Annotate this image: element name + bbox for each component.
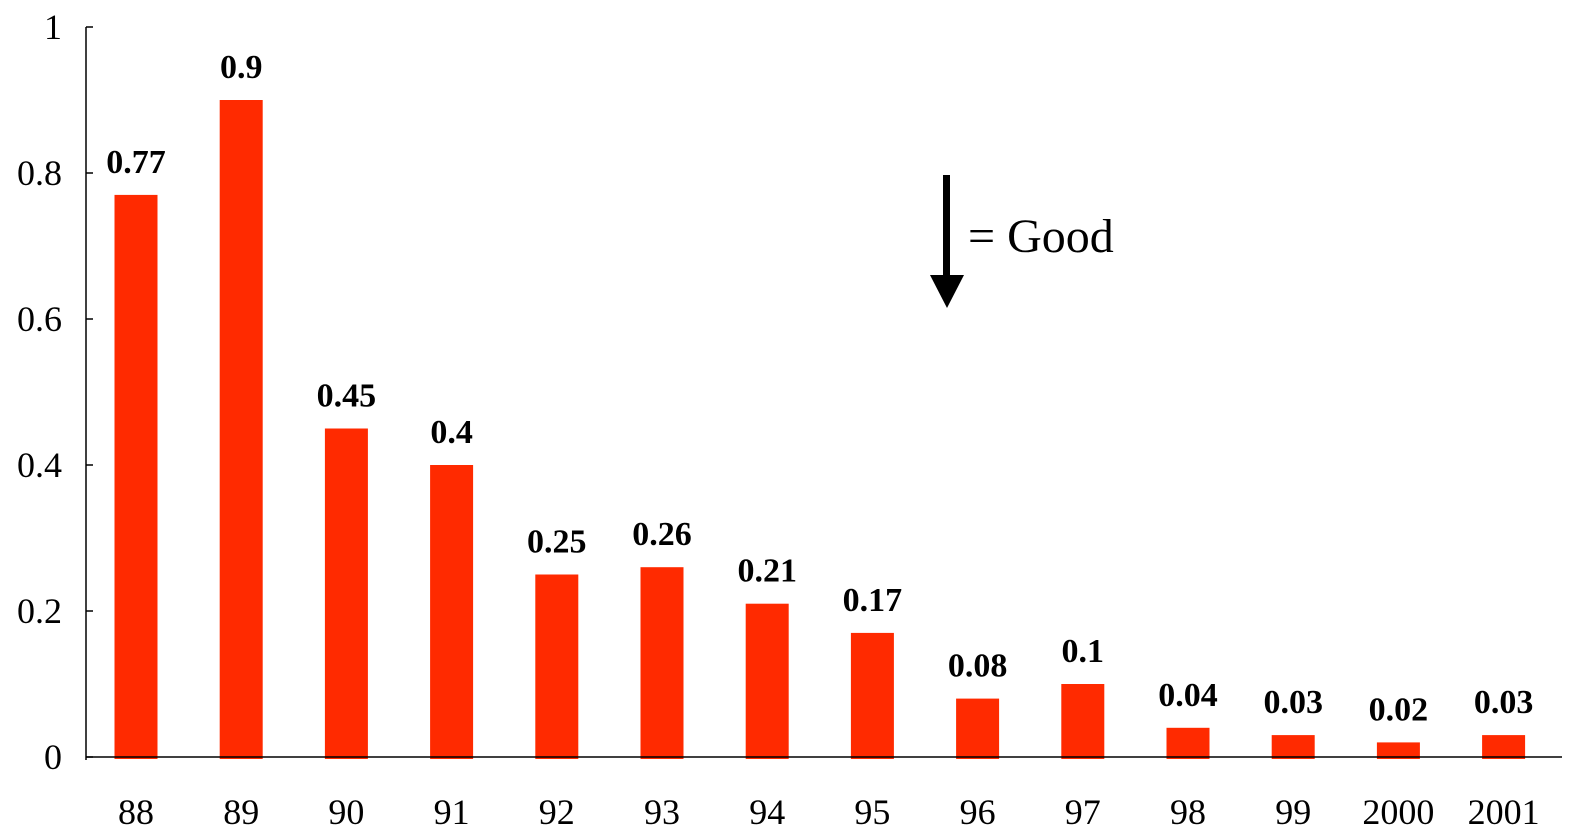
bar: [430, 465, 474, 759]
bar: [1376, 742, 1420, 759]
data-label: 0.77: [106, 144, 166, 181]
bars: [114, 100, 1526, 759]
good-annotation: = Good: [930, 175, 1114, 308]
data-label: 0.1: [1062, 633, 1105, 670]
y-axis: 0 0.2 0.4 0.6 0.8 1: [17, 7, 93, 777]
x-tick-label: 89: [223, 792, 259, 832]
x-tick-label: 91: [434, 792, 470, 832]
data-label: 0.21: [737, 553, 797, 590]
bar: [1061, 684, 1105, 759]
data-label: 0.4: [430, 414, 473, 451]
bar: [219, 100, 263, 759]
bar: [324, 428, 368, 759]
x-tick-label: 2000: [1362, 792, 1434, 832]
bar: [114, 194, 158, 759]
data-label: 0.03: [1474, 684, 1534, 721]
y-tick-label: 0.8: [17, 153, 62, 193]
data-label: 0.03: [1263, 684, 1323, 721]
y-tick-label: 0.4: [17, 445, 62, 485]
data-labels: 0.77 0.9 0.45 0.4 0.25 0.26 0.21 0.17 0.08 0.1 0.0…: [106, 49, 1533, 728]
bar: [1166, 727, 1210, 759]
x-tick-label: 94: [749, 792, 785, 832]
y-tick-label: 0.6: [17, 299, 62, 339]
data-label: 0.02: [1369, 691, 1429, 728]
data-label: 0.9: [220, 49, 263, 86]
x-tick-label: 96: [960, 792, 996, 832]
data-label: 0.17: [843, 582, 903, 619]
bar: [1482, 735, 1526, 759]
down-arrow-icon: [930, 175, 964, 308]
bar: [745, 603, 789, 759]
data-label: 0.25: [527, 524, 587, 561]
data-label: 0.04: [1158, 677, 1218, 714]
data-label: 0.26: [632, 516, 692, 553]
bar: [535, 574, 579, 759]
bar: [956, 698, 1000, 759]
bar: [640, 567, 684, 759]
x-tick-labels: 88 89 90 91 92 93 94 95 96 97 98 99 2000 2001: [118, 792, 1540, 832]
x-tick-label: 97: [1065, 792, 1101, 832]
x-tick-label: 92: [539, 792, 575, 832]
x-tick-label: 93: [644, 792, 680, 832]
y-tick-label: 1: [44, 7, 62, 47]
x-tick-label: 90: [328, 792, 364, 832]
bar: [850, 632, 894, 759]
bar: [1271, 735, 1315, 759]
data-label: 0.45: [317, 378, 377, 415]
y-tick-label: 0.2: [17, 591, 62, 631]
x-tick-label: 95: [854, 792, 890, 832]
x-tick-label: 98: [1170, 792, 1206, 832]
y-tick-label: 0: [44, 737, 62, 777]
x-tick-label: 99: [1275, 792, 1311, 832]
x-tick-label: 2001: [1468, 792, 1540, 832]
data-label: 0.08: [948, 648, 1008, 685]
annotation-text: = Good: [968, 210, 1114, 263]
x-tick-label: 88: [118, 792, 154, 832]
